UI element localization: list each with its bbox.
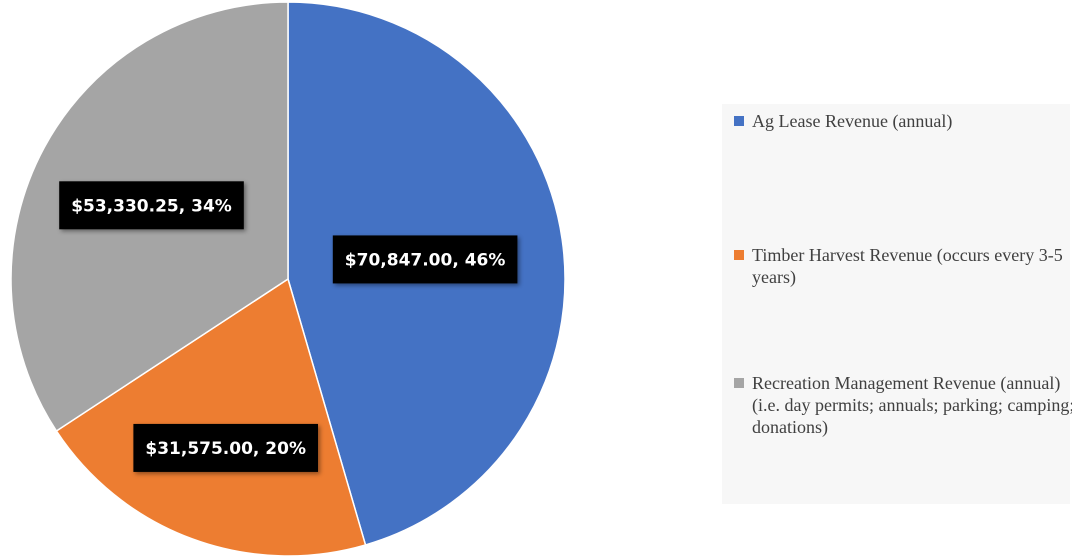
legend-label: Ag Lease Revenue (annual): [752, 111, 953, 131]
data-label: $70,847.00, 46%: [332, 235, 518, 284]
label-box: [59, 181, 244, 230]
legend-swatch: [734, 250, 744, 260]
legend-label: Recreation Management Revenue (annual) (…: [752, 373, 1072, 437]
data-label: $53,330.25, 34%: [59, 181, 244, 230]
data-label-text: $70,847.00, 46%: [345, 250, 506, 270]
legend-item: Timber Harvest Revenue (occurs every 3-5…: [734, 244, 1072, 288]
label-box: [133, 423, 319, 472]
pie-slice: [55, 277, 367, 557]
data-label-text: $53,330.25, 34%: [71, 196, 232, 216]
data-label: $31,575.00, 20%: [133, 423, 319, 472]
legend-swatch: [734, 116, 744, 126]
legend-item: Ag Lease Revenue (annual): [734, 110, 1072, 132]
legend-item: Recreation Management Revenue (annual) (…: [734, 372, 1072, 438]
data-label-text: $31,575.00, 20%: [145, 439, 306, 459]
legend-label: Timber Harvest Revenue (occurs every 3-5…: [752, 245, 1063, 287]
legend-swatch: [734, 378, 744, 388]
label-box: [332, 235, 518, 284]
legend: Ag Lease Revenue (annual) Timber Harvest …: [722, 104, 1072, 504]
chart: $70,847.00, 46% $31,575.00, 20% $53,330.25…: [10, 1, 566, 557]
